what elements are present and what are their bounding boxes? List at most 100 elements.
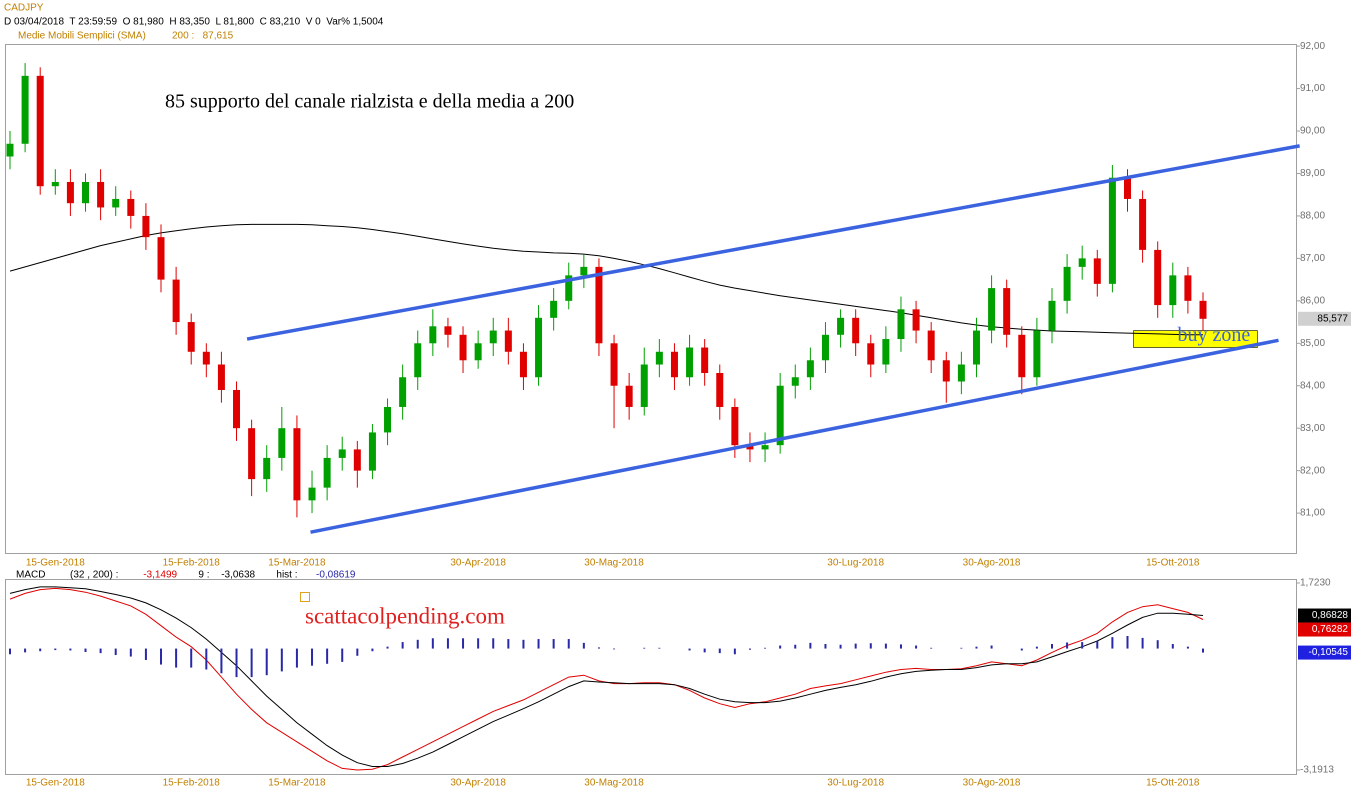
candle-body (248, 428, 256, 480)
x-tick-label: 30-Lug-2018 (827, 778, 884, 789)
hist-bar (975, 646, 978, 649)
hist-bar (1202, 648, 1204, 653)
candle-body (1018, 334, 1026, 378)
x-tick-label: 15-Ott-2018 (1146, 778, 1200, 789)
hist-bar (960, 647, 963, 649)
hist-bar (326, 648, 329, 664)
candle-body (384, 406, 392, 433)
candle-body (746, 445, 754, 450)
x-tick-label: 15-Ott-2018 (1146, 558, 1200, 569)
candle-body (263, 457, 271, 480)
macd-line (9, 586, 1204, 767)
candle-body (882, 339, 890, 365)
candle-body (806, 360, 814, 378)
y-tick-label: 86,00 (1300, 295, 1325, 306)
hist-bar (643, 647, 646, 649)
candle-body (1184, 275, 1192, 301)
hist-bar (1186, 646, 1189, 649)
hist-bar (1020, 648, 1023, 651)
hist-bar (522, 639, 525, 649)
macd-title: MACD (16, 570, 45, 581)
hist-bar (733, 648, 736, 655)
candle-body (610, 343, 618, 386)
channel-line (310, 338, 1279, 534)
candle-body (474, 343, 482, 361)
hist-bar (567, 639, 570, 649)
hist-bar (386, 646, 389, 649)
watermark: scattacolpending.com (305, 603, 505, 628)
hist-bar (1141, 637, 1144, 649)
last-price: 85,577 (1317, 313, 1348, 324)
hist-bar (54, 648, 57, 651)
hist-bar (99, 648, 102, 654)
candle-body (338, 449, 346, 458)
y-tick-label: 85,00 (1300, 338, 1325, 349)
hist-bar (824, 643, 827, 649)
candle-body (459, 334, 467, 361)
hist-bar (1066, 642, 1069, 649)
candle-body (550, 300, 558, 318)
candle-body (172, 279, 180, 323)
y-tick-label: 91,00 (1300, 83, 1325, 94)
hist-bar (371, 648, 374, 652)
hist-bar (688, 648, 691, 651)
candle-body (821, 334, 829, 361)
candle-body (761, 445, 769, 450)
candle-body (202, 351, 210, 365)
x-tick-label: 15-Feb-2018 (163, 778, 221, 789)
hist-bar (1171, 643, 1174, 649)
candle-body (972, 330, 980, 365)
candle-body (867, 343, 875, 365)
last-value: 0,86828 (1312, 610, 1349, 621)
hist-bar (144, 648, 147, 660)
legend-reading: -3,0638 (221, 570, 255, 581)
candle-body (414, 343, 422, 378)
candle-body (640, 364, 648, 407)
y-tick-label: 92,00 (1300, 41, 1325, 52)
x-tick-label: 30-Mag-2018 (584, 558, 644, 569)
hist-bar (1081, 642, 1084, 649)
hist-bar (280, 648, 283, 672)
x-tick-label: 15-Gen-2018 (26, 558, 85, 569)
legend-name: (32 , 200) : (70, 570, 118, 581)
hist-bar (899, 644, 902, 649)
candle-body (157, 237, 165, 280)
hist-bar (114, 648, 117, 656)
hist-bar (401, 642, 404, 649)
hist-bar (507, 639, 510, 649)
x-tick-label: 30-Ago-2018 (963, 778, 1021, 789)
hist-bar (839, 644, 842, 649)
hist-bar (205, 648, 208, 670)
hist-bar (477, 638, 480, 649)
hist-bar (446, 638, 449, 649)
y-tick-label: 84,00 (1300, 380, 1325, 391)
info: D 03/04/2018 T 23:59:59 O 81,980 H 83,35… (4, 17, 384, 28)
x-tick-label: 15-Feb-2018 (163, 558, 221, 569)
hist-bar (854, 643, 857, 649)
candle-body (1199, 300, 1207, 319)
hist-bar (462, 638, 465, 649)
y-tick-label: 89,00 (1300, 168, 1325, 179)
hist-bar (265, 648, 268, 676)
hist-bar (703, 648, 706, 653)
marker (300, 592, 310, 602)
candle-body (399, 377, 407, 407)
candle-body (595, 266, 603, 344)
hist-bar (69, 648, 72, 651)
hist-bar (492, 638, 495, 649)
y-tick-label: 83,00 (1300, 423, 1325, 434)
y-tick-label: -3,1913 (1300, 765, 1334, 776)
hist-bar (129, 648, 132, 657)
hist-bar (9, 648, 11, 655)
hist-bar (84, 648, 87, 652)
hist-bar (1126, 636, 1129, 649)
hist-bar (597, 647, 600, 649)
candle-body (323, 457, 331, 488)
legend-reading: -0,08619 (316, 570, 356, 581)
y-tick-label: 90,00 (1300, 126, 1325, 137)
hist-bar (39, 648, 42, 652)
candle-body (791, 377, 799, 386)
y-tick-label: 87,00 (1300, 253, 1325, 264)
